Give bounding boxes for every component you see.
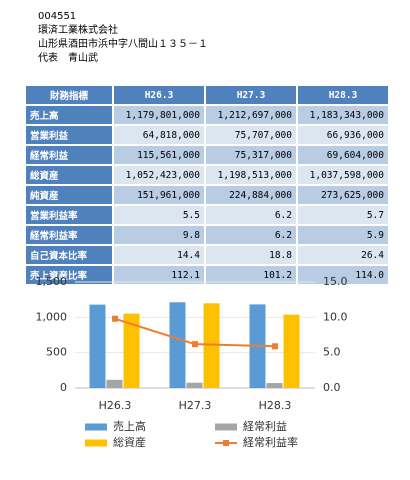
value-cell: 6.2 [205, 205, 297, 225]
bar [169, 302, 186, 388]
legend-swatch [85, 439, 107, 447]
value-cell: 66,936,000 [297, 125, 389, 145]
row-label: 経常利益 [25, 145, 113, 165]
row-label: 純資産 [25, 185, 113, 205]
bar [266, 383, 283, 388]
legend-label: 総資産 [113, 435, 146, 449]
value-cell: 1,212,697,000 [205, 105, 297, 125]
table-row: 自己資本比率 14.4 18.8 26.4 [25, 245, 389, 265]
y2-tick-label: 15.0 [323, 275, 348, 288]
line-marker [272, 343, 278, 350]
table-row: 売上高 1,179,801,000 1,212,697,000 1,183,343,0… [25, 105, 389, 125]
value-cell: 26.4 [297, 245, 389, 265]
table-row: 営業利益 64,818,000 75,707,000 66,936,000 [25, 125, 389, 145]
legend-label: 売上高 [113, 419, 146, 433]
legend-label: 経常利益 [243, 419, 287, 433]
address: 山形県酒田市浜中字八間山１３５－１ [38, 39, 208, 50]
row-label: 自己資本比率 [25, 245, 113, 265]
y2-tick-label: 0.0 [323, 381, 341, 394]
bar [123, 313, 140, 388]
x-tick-label: H27.3 [179, 399, 212, 412]
value-cell: 18.8 [205, 245, 297, 265]
legend-swatch [85, 423, 107, 431]
y-tick-label: 1,500 [36, 275, 68, 288]
value-cell: 69,604,000 [297, 145, 389, 165]
header-cell: 財務指標 [25, 85, 113, 105]
value-cell: 75,317,000 [205, 145, 297, 165]
bar [283, 314, 300, 388]
bar [203, 303, 220, 388]
bar [89, 304, 106, 388]
header: 004551 環済工業株式会社 山形県酒田市浜中字八間山１３５－１ 代表 青山武 [38, 10, 208, 66]
header-row: 財務指標 H26.3 H27.3 H28.3 [25, 85, 389, 105]
chart: 0 500 1,000 1,500 0.0 5.0 10.0 15.0 H26.3 H27.3 H2… [36, 275, 348, 449]
value-cell: 101.2 [205, 265, 297, 285]
value-cell: 114.0 [297, 265, 389, 285]
x-tick-label: H28.3 [259, 399, 292, 412]
header-cell: H28.3 [297, 85, 389, 105]
value-cell: 14.4 [113, 245, 205, 265]
value-cell: 1,037,598,000 [297, 165, 389, 185]
bar [106, 379, 123, 388]
table-row: 総資産 1,052,423,000 1,198,513,000 1,037,598,0… [25, 165, 389, 185]
value-cell: 1,183,343,000 [297, 105, 389, 125]
table-row: 営業利益率 5.5 6.2 5.7 [25, 205, 389, 225]
value-cell: 9.8 [113, 225, 205, 245]
representative: 代表 青山武 [38, 53, 98, 64]
value-cell: 5.9 [297, 225, 389, 245]
value-cell: 1,179,801,000 [113, 105, 205, 125]
company: 環済工業株式会社 [38, 25, 118, 36]
table-row: 純資産 151,961,000 224,884,000 273,625,000 [25, 185, 389, 205]
value-cell: 5.7 [297, 205, 389, 225]
legend-marker [223, 440, 229, 446]
line-marker [112, 315, 118, 322]
code: 004551 [38, 11, 77, 22]
table-row: 経常利益 115,561,000 75,317,000 69,604,000 [25, 145, 389, 165]
value-cell: 273,625,000 [297, 185, 389, 205]
row-label: 総資産 [25, 165, 113, 185]
header-cell: H26.3 [113, 85, 205, 105]
legend-label: 経常利益率 [243, 435, 298, 449]
value-cell: 115,561,000 [113, 145, 205, 165]
value-cell: 151,961,000 [113, 185, 205, 205]
row-label: 営業利益 [25, 125, 113, 145]
x-tick-label: H26.3 [99, 399, 132, 412]
value-cell: 224,884,000 [205, 185, 297, 205]
header-cell: H27.3 [205, 85, 297, 105]
financial-table: 財務指標 H26.3 H27.3 H28.3 売上高 1,179,801,000 1,212… [25, 85, 389, 285]
y2-tick-label: 5.0 [323, 346, 341, 359]
y-tick-label: 500 [46, 346, 67, 359]
y-tick-label: 1,000 [36, 310, 68, 323]
value-cell: 112.1 [113, 265, 205, 285]
line-marker [192, 341, 198, 348]
value-cell: 75,707,000 [205, 125, 297, 145]
table-row: 売上資産比率 112.1 101.2 114.0 [25, 265, 389, 285]
row-label: 経常利益率 [25, 225, 113, 245]
row-label: 売上資産比率 [25, 265, 113, 285]
bar [186, 382, 203, 388]
value-cell: 5.5 [113, 205, 205, 225]
legend-swatch [215, 423, 237, 431]
value-cell: 6.2 [205, 225, 297, 245]
y-tick-label: 0 [60, 381, 67, 394]
value-cell: 1,052,423,000 [113, 165, 205, 185]
value-cell: 1,198,513,000 [205, 165, 297, 185]
table-row: 経常利益率 9.8 6.2 5.9 [25, 225, 389, 245]
row-label: 売上高 [25, 105, 113, 125]
value-cell: 64,818,000 [113, 125, 205, 145]
y2-tick-label: 10.0 [323, 310, 348, 323]
row-label: 営業利益率 [25, 205, 113, 225]
